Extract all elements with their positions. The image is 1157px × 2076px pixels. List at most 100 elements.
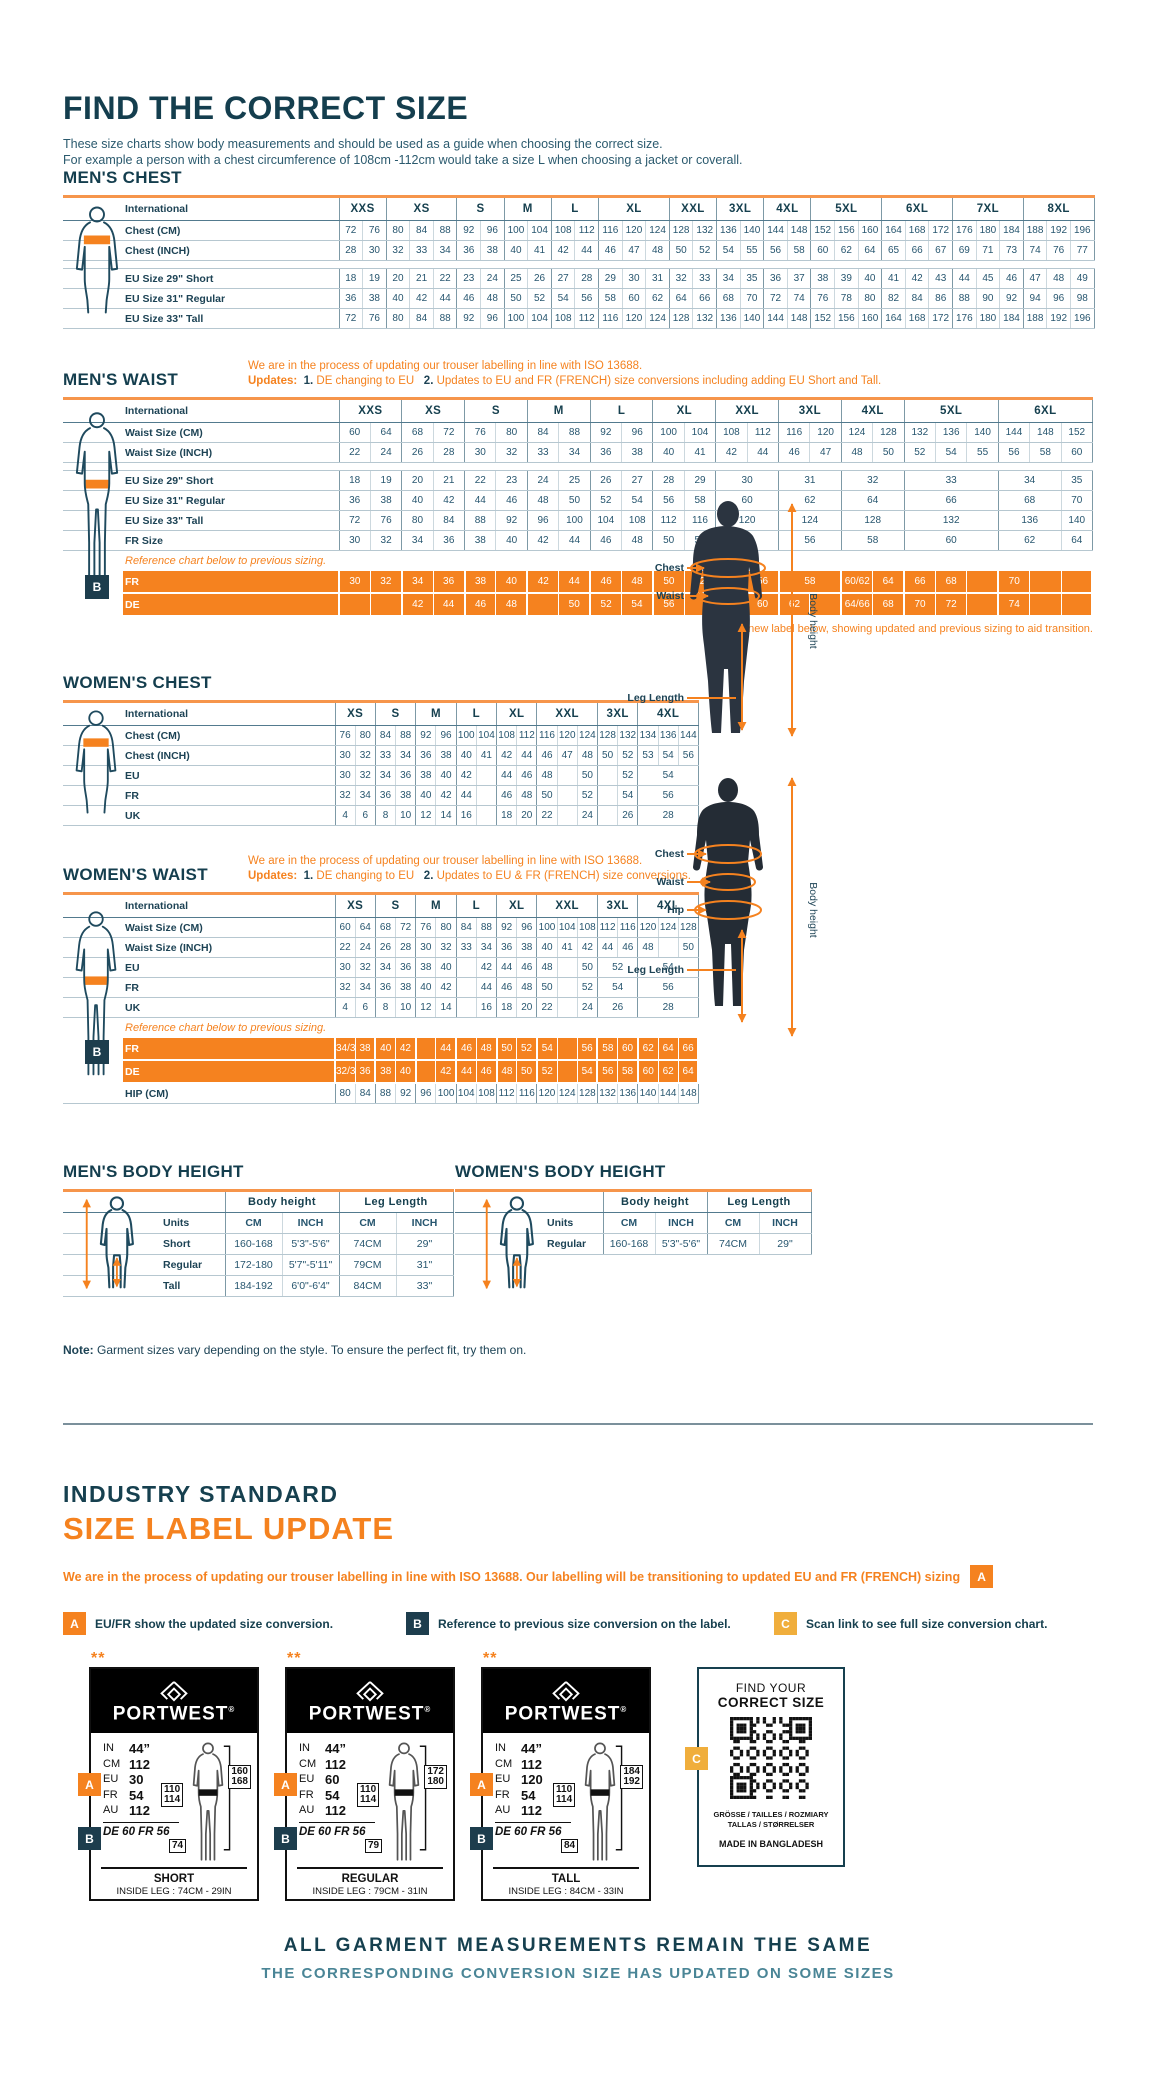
size-cell: 46 [495,490,528,511]
size-cell: 52 [617,765,639,786]
size-group-header: S [456,196,505,221]
size-cell: 152 [1061,422,1093,443]
size-cell: 14 [435,805,457,826]
table-row: Chest (CM) 72 76 80 84 88 92 96 100 104 108 112 116 1… [63,220,1095,241]
size-cell: 46 [456,288,482,309]
row-label: FR [63,977,336,998]
size-cell: 124 [645,308,670,329]
size-cell: 38 [355,1038,377,1061]
badge-c: C [685,1747,708,1770]
size-cell: 42 [456,765,477,786]
table-row: EU Size 29" Short 18 19 20 21 22 23 24 25 26 27 28 2… [63,470,1093,491]
size-cell: 68 [935,571,968,594]
brand-name: PORTWEST® [504,1703,628,1725]
previous-sizing: DE 60 FR 56 [299,1821,375,1838]
size-cell: 34/36 [335,1038,356,1061]
size-cell: 58 [1029,442,1062,463]
size-cell: 36 [433,530,466,551]
size-cell: 34 [375,765,397,786]
size-cell: 24 [577,997,598,1018]
size-cell: 44 [952,268,977,289]
inside-leg-box: 74 [169,1839,187,1853]
row-label: EU Size 33" Tall [63,308,340,329]
size-cell: 47 [557,745,578,766]
size-conversion-list: IN 44” CM 112 EU 120 FR 54 AU 112 DE 60 FR 56 [495,1741,571,1865]
size-cell: 84 [456,917,477,938]
size-cell: 32 [355,765,376,786]
size-cell: 31 [778,470,842,491]
size-cell: 116 [598,220,623,241]
size-cell: 34 [476,937,498,958]
size-cell [415,1038,437,1061]
size-cell: 36 [433,571,466,594]
size-cell: 58 [597,1038,619,1061]
size-row: AU 112 [299,1803,346,1818]
size-cell: 120 [637,917,659,938]
size-cell: 32 [495,442,528,463]
size-cell: 56 [574,288,600,309]
size-cell: 108 [621,510,654,531]
size-cell: 60 [1061,442,1093,463]
size-group-header: XXS [339,398,403,423]
size-cell: 98 [1070,288,1095,309]
size-cell: 96 [480,308,505,329]
size-cell: 28 [433,442,466,463]
size-group-header: XXL [715,398,780,423]
size-cell [966,593,1000,617]
size-cell: 12 [415,997,437,1018]
chest-label: Chest [654,562,684,574]
size-group-header: XS [335,893,376,918]
size-cell: 60 [747,593,780,617]
size-cell [1061,571,1094,594]
size-cell: 40 [401,490,434,511]
row-label: HIP (CM) [63,1083,336,1104]
size-cell: 60 [622,288,647,309]
size-cell: 168 [905,220,930,241]
size-cell: 74 [1023,240,1048,261]
size-cell: 40 [415,785,437,806]
size-conversion-list: IN 44” CM 112 EU 60 FR 54 AU 112 DE 60 FR 56 [299,1741,375,1865]
size-cell: 52 [577,785,598,806]
size-cell: 31" [396,1254,454,1276]
size-cell: 64 [841,490,905,511]
size-cell: 26 [527,268,552,289]
size-cell: 136 [658,725,679,746]
table-row: Tall 184-192 6'0"-6'4" 84CM 33" [63,1275,454,1297]
size-cell: 8 [375,805,397,826]
portwest-logo: PORTWEST® [287,1669,453,1733]
waist-label: Waist [656,590,684,602]
waist-range-box: 110 114 [357,1783,380,1807]
size-cell: 180 [976,308,1001,329]
legend: A EU/FR show the updated size conversion.… [63,1612,1094,1635]
height-range-box: 184 192 [620,1765,643,1789]
size-cell: 37 [787,268,812,289]
size-cell: 144 [658,1083,679,1104]
waist-label: Waist [656,876,684,888]
size-cell: 42 [435,785,457,806]
size-cell: 66 [678,1038,700,1061]
size-cell: 120 [536,1083,558,1104]
size-cell: 23 [495,470,528,491]
size-cell: 136 [935,422,968,443]
size-cell: 80 [335,1083,356,1104]
size-cell: 42 [905,268,930,289]
row-label: Waist Size (INCH) [63,937,336,958]
size-cell: 136 [716,220,741,241]
size-cell: 44 [597,937,619,958]
size-cell: 80 [401,510,434,531]
size-cell [597,765,619,786]
size-cell: 54 [536,1038,558,1061]
mens-body-height-table: Body height Leg Length Units CM INCH CM INCH Sh… [63,1189,455,1297]
section-heading-womens-body-height: WOMEN'S BODY HEIGHT [455,1162,666,1181]
badge-b: B [406,1612,429,1635]
size-cell: 68 [716,288,741,309]
size-cell: 44 [496,765,518,786]
size-cell: 94 [1023,288,1048,309]
size-row: EU 120 [495,1772,543,1787]
size-cell: 58 [598,288,623,309]
iso-note-line1: We are in the process of updating our tr… [248,855,643,867]
size-cell: 40 [652,442,685,463]
size-cell: 144 [763,308,788,329]
label-figure: 110 114 160 168 74 [161,1741,251,1865]
size-cell: 76 [362,308,387,329]
